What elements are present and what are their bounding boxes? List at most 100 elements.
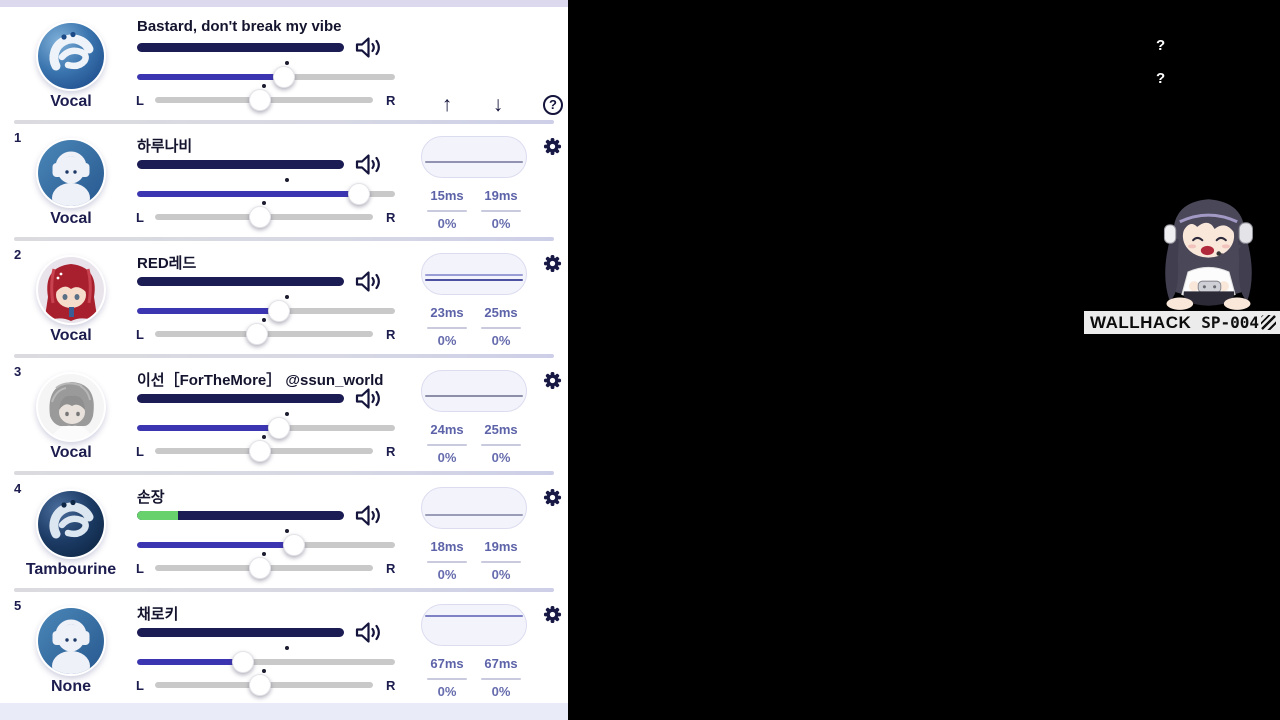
pan-left-label: L <box>136 210 144 225</box>
loss-value: 0% <box>491 567 511 582</box>
speaker-icon[interactable] <box>355 504 382 527</box>
latency-graph-line <box>425 161 523 163</box>
mixer-panel: Vocal Bastard, don't break my vibe L R ↑ <box>0 0 568 720</box>
channel-part-label: Vocal <box>50 327 92 344</box>
local-avatar <box>36 21 106 91</box>
pan-knob[interactable] <box>246 323 269 345</box>
volume-default-marker <box>284 412 289 416</box>
speaker-icon[interactable] <box>355 621 382 644</box>
pan-slider[interactable] <box>155 669 373 696</box>
row-divider <box>14 354 554 358</box>
volume-default-marker <box>284 178 289 182</box>
latency-value: 67ms <box>484 656 518 671</box>
channel-avatar <box>36 489 106 559</box>
pan-right-label: R <box>386 444 396 459</box>
question-hint: ? <box>1156 37 1166 54</box>
pan-center-marker <box>262 318 266 322</box>
pan-center-marker <box>262 552 266 556</box>
loss-value: 0% <box>437 450 457 465</box>
channel-avatar <box>36 255 106 325</box>
help-icon[interactable]: ? <box>543 95 563 115</box>
volume-knob[interactable] <box>267 300 290 322</box>
gear-icon[interactable] <box>543 254 562 273</box>
badge-stripes-icon <box>1261 315 1276 330</box>
channel-avatar <box>36 138 106 208</box>
volume-knob[interactable] <box>347 183 370 205</box>
volume-knob[interactable] <box>283 534 306 556</box>
gear-icon[interactable] <box>543 137 562 156</box>
channel-name: 손장 <box>137 489 165 506</box>
volume-knob[interactable] <box>273 66 296 88</box>
volume-knob[interactable] <box>267 417 290 439</box>
channel-row: 1 Vocal 하루나비 <box>0 124 568 241</box>
pan-center-marker <box>262 435 266 439</box>
loss-value: 0% <box>437 216 457 231</box>
speaker-icon[interactable] <box>355 387 382 410</box>
volume-slider[interactable] <box>137 178 395 205</box>
volume-slider[interactable] <box>137 529 395 556</box>
local-pan-slider[interactable] <box>155 84 373 111</box>
volume-slider[interactable] <box>137 412 395 439</box>
pan-slider[interactable] <box>155 552 373 579</box>
volume-knob[interactable] <box>231 651 254 673</box>
latency-graph-line <box>425 395 523 397</box>
move-down-icon[interactable]: ↓ <box>492 93 504 116</box>
volume-default-marker <box>284 61 289 65</box>
channel-row: 3 Vocal 이선［ForTheMore］ @ssun_world <box>0 358 568 475</box>
local-part-label: Vocal <box>50 93 92 110</box>
channel-row: 2 Vocal RED레드 <box>0 241 568 358</box>
latency-value: 25ms <box>484 305 518 320</box>
gear-icon[interactable] <box>543 488 562 507</box>
network-stats: 15ms 0% 19ms 0% <box>421 136 527 231</box>
channel-number: 1 <box>14 130 22 145</box>
channel-part-label: Vocal <box>50 210 92 227</box>
network-stats: 67ms 0% 67ms 0% <box>421 604 527 699</box>
latency-graph-line <box>425 278 523 281</box>
pan-left-label: L <box>136 93 144 108</box>
latency-value: 19ms <box>484 539 518 554</box>
pan-knob[interactable] <box>248 206 271 228</box>
volume-default-marker <box>284 295 289 299</box>
gear-icon[interactable] <box>543 605 562 624</box>
pan-slider[interactable] <box>155 201 373 228</box>
level-meter <box>137 160 344 169</box>
row-divider <box>14 120 554 124</box>
channel-name: 하루나비 <box>137 138 193 155</box>
level-meter <box>137 628 344 637</box>
pan-knob[interactable] <box>248 89 271 111</box>
network-stats: 18ms 0% 19ms 0% <box>421 487 527 582</box>
channel-part-label: Tambourine <box>25 561 117 578</box>
row-divider <box>14 237 554 241</box>
latency-value: 67ms <box>430 656 464 671</box>
pan-left-label: L <box>136 327 144 342</box>
latency-value: 15ms <box>430 188 464 203</box>
channel-row: 4 Tambourine 손장 L R <box>0 475 568 592</box>
move-up-icon[interactable]: ↑ <box>441 93 453 116</box>
loss-value: 0% <box>491 684 511 699</box>
latency-value: 19ms <box>484 188 518 203</box>
pan-right-label: R <box>386 93 396 108</box>
latency-graph <box>421 136 527 178</box>
pan-slider[interactable] <box>155 318 373 345</box>
volume-slider[interactable] <box>137 646 395 673</box>
speaker-icon[interactable] <box>355 153 382 176</box>
pan-slider[interactable] <box>155 435 373 462</box>
pan-knob[interactable] <box>248 557 271 579</box>
mascot-illustration <box>1145 188 1273 316</box>
pan-knob[interactable] <box>248 440 271 462</box>
latency-value: 24ms <box>430 422 464 437</box>
speaker-icon[interactable] <box>355 270 382 293</box>
local-volume-slider[interactable] <box>137 61 395 88</box>
channel-number: 5 <box>14 598 22 613</box>
network-stats: 24ms 0% 25ms 0% <box>421 370 527 465</box>
gear-icon[interactable] <box>543 371 562 390</box>
speaker-icon[interactable] <box>355 36 382 59</box>
volume-slider[interactable] <box>137 295 395 322</box>
channel-avatar <box>36 606 106 676</box>
channel-name: RED레드 <box>137 255 197 272</box>
loss-value: 0% <box>491 216 511 231</box>
pan-left-label: L <box>136 444 144 459</box>
level-meter <box>137 277 344 286</box>
pan-knob[interactable] <box>248 674 271 696</box>
